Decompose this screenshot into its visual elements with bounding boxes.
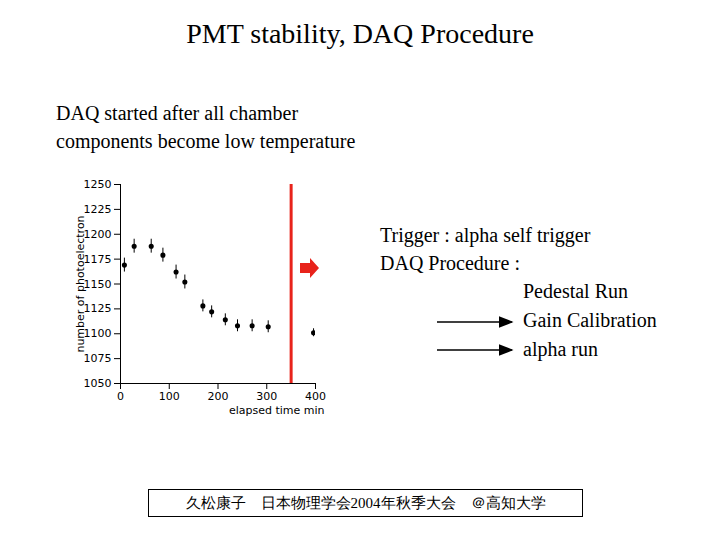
svg-text:100: 100	[159, 390, 180, 403]
svg-text:1225: 1225	[84, 203, 112, 216]
svg-text:number of photoelectron: number of photoelectron	[74, 215, 87, 352]
svg-text:elapsed time min: elapsed time min	[229, 404, 325, 417]
html-text:Trigger : alpha self trigger: Trigger : alpha self trigger	[380, 224, 591, 246]
svg-text:1075: 1075	[84, 352, 112, 365]
html-text:alpha run: alpha run	[523, 338, 598, 360]
svg-text:200: 200	[208, 390, 229, 403]
svg-text:1200: 1200	[84, 228, 112, 241]
svg-text:1175: 1175	[84, 253, 112, 266]
svg-text:0: 0	[117, 390, 124, 403]
html-text:DAQ Procedure :: DAQ Procedure :	[380, 252, 520, 274]
html-text:久松康子 日本物理学会2004年秋季大会 ＠高知大学: 久松康子 日本物理学会2004年秋季大会 ＠高知大学	[185, 495, 546, 511]
html-text:DAQ started after all chamber: DAQ started after all chamber	[56, 102, 299, 124]
html-text:Pedestal Run: Pedestal Run	[523, 280, 628, 302]
svg-text:1050: 1050	[84, 377, 112, 390]
svg-text:400: 400	[305, 390, 326, 403]
html-text:components become low temperat: components become low temperature	[56, 130, 356, 152]
svg-text:1100: 1100	[84, 327, 112, 340]
svg-text:1150: 1150	[84, 278, 112, 291]
svg-text:1250: 1250	[84, 178, 112, 191]
svg-text:300: 300	[256, 390, 277, 403]
html-text:PMT stability, DAQ Procedure: PMT stability, DAQ Procedure	[186, 18, 534, 49]
svg-text:1125: 1125	[84, 302, 112, 315]
html-text:Gain Calibration: Gain Calibration	[523, 309, 657, 331]
